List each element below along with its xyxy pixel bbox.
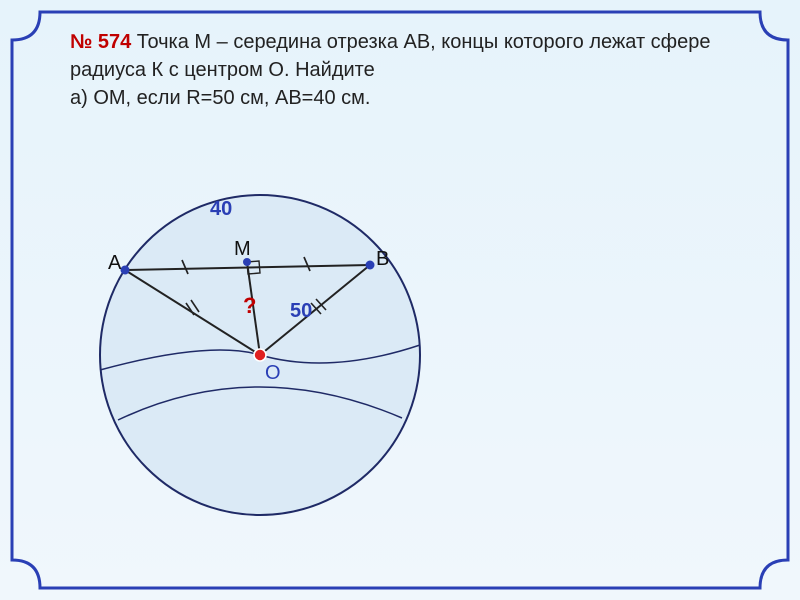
label-ab-length: 40 xyxy=(210,198,232,221)
label-question: ? xyxy=(243,293,256,319)
label-b: B xyxy=(376,248,389,271)
point-o xyxy=(254,349,266,361)
geometry-diagram xyxy=(0,0,800,600)
point-a xyxy=(121,266,130,275)
label-a: A xyxy=(108,252,121,275)
label-o: O xyxy=(265,362,281,385)
point-b xyxy=(366,261,375,270)
page-root: № 574 Точка M – середина отрезка AB, кон… xyxy=(0,0,800,600)
label-r-length: 50 xyxy=(290,300,312,323)
label-m: M xyxy=(234,238,251,261)
